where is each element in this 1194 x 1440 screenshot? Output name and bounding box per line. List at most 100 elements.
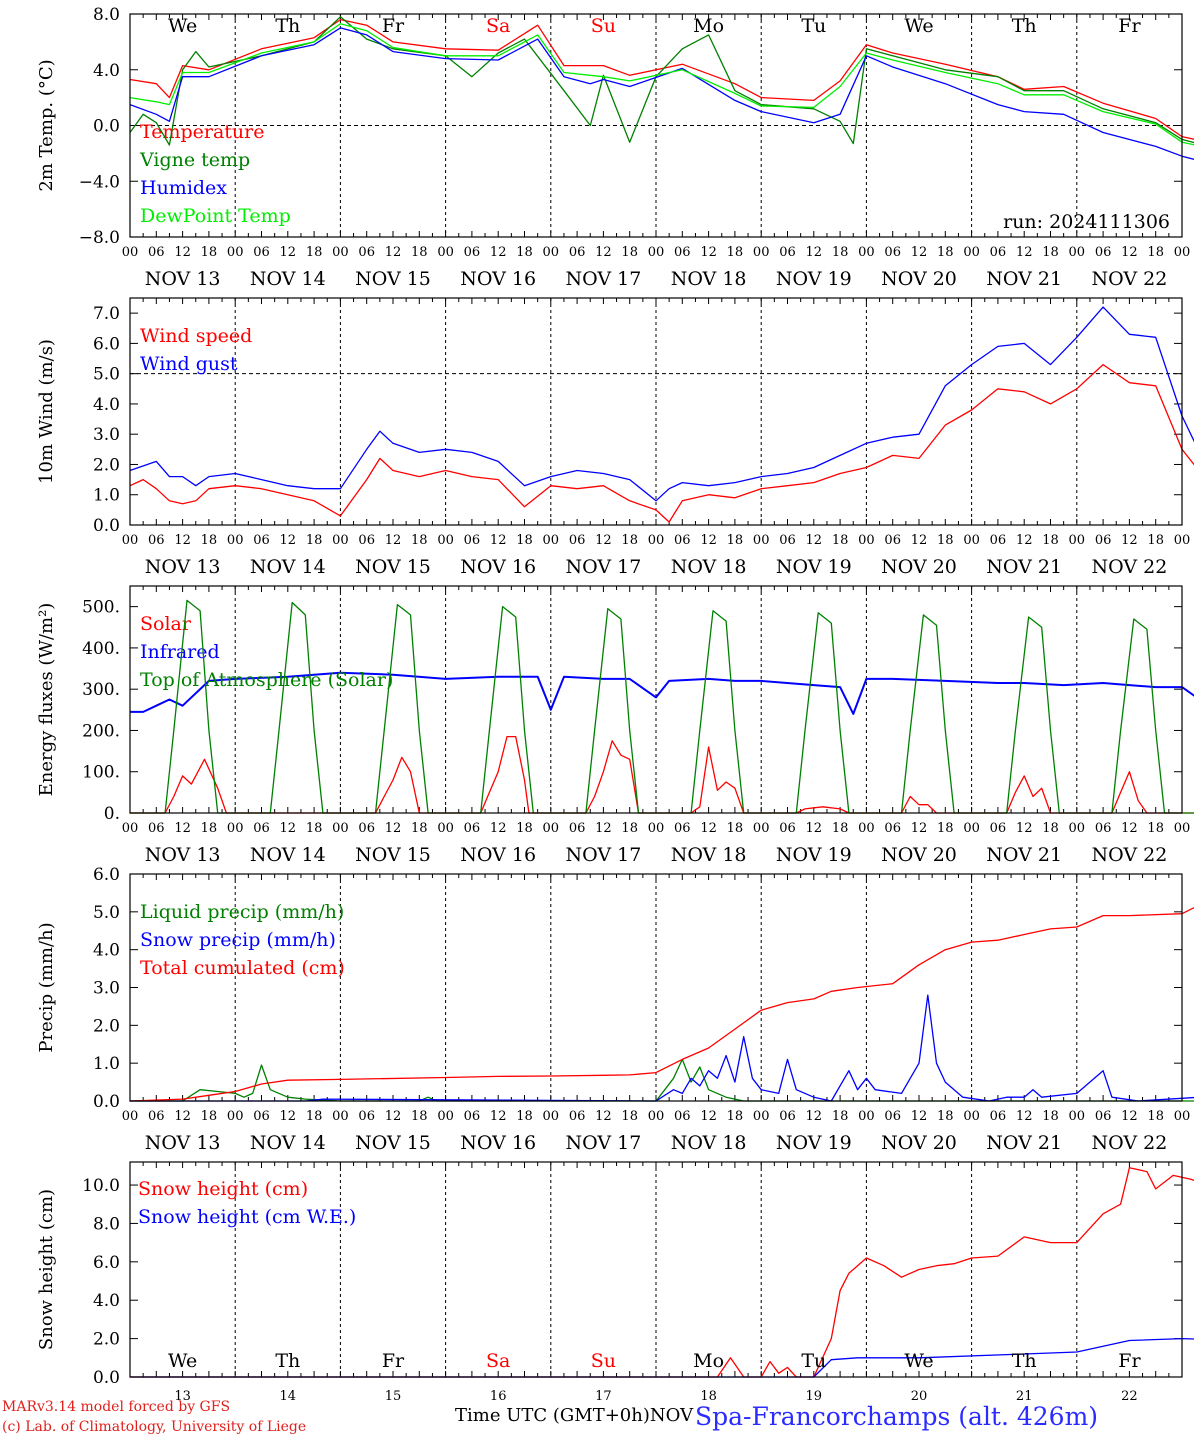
day-number-label: 22 [1121,1389,1138,1404]
hour-tick-label: 12 [174,245,191,260]
day-number-label: 18 [700,1389,717,1404]
hour-tick-label: 00 [963,533,980,548]
y-tick-label: 2.0 [93,455,120,475]
weekday-label: Fr [382,15,405,37]
y-tick-label: 6.0 [93,1253,120,1273]
legend-entry: Snow height (cm W.E.) [138,1206,356,1228]
hour-tick-label: 12 [911,1109,928,1124]
y-tick-label: 1.0 [93,1054,120,1074]
series-line-infrared [130,671,1194,715]
hour-tick-label: 00 [122,245,139,260]
hour-tick-label: 12 [280,1109,297,1124]
hour-tick-label: 00 [648,821,665,836]
hour-tick-label: 00 [543,245,560,260]
y-tick-label: 0. [104,804,120,824]
y-tick-label: 8.0 [93,5,120,25]
day-number-label: 14 [280,1389,297,1404]
hour-tick-label: 06 [990,1109,1007,1124]
hour-tick-label: 18 [411,821,428,836]
hour-tick-label: 18 [306,821,323,836]
hour-tick-label: 00 [332,245,349,260]
hour-tick-label: 18 [832,1109,849,1124]
y-tick-label: 5.0 [93,903,120,923]
date-label: NOV 15 [355,844,431,866]
day-number-label: 21 [1016,1389,1033,1404]
hour-tick-label: 06 [884,821,901,836]
hour-tick-label: 18 [937,821,954,836]
hour-tick-label: 06 [990,245,1007,260]
date-label: NOV 21 [986,844,1062,866]
hour-tick-label: 12 [280,533,297,548]
hour-tick-label: 06 [358,533,375,548]
hour-tick-label: 06 [674,1109,691,1124]
date-label: NOV 19 [776,556,852,578]
hour-tick-label: 00 [122,1109,139,1124]
date-label: NOV 19 [776,268,852,290]
date-label: NOV 18 [671,556,747,578]
plot-frame [129,585,1183,814]
hour-tick-label: 00 [227,821,244,836]
hour-tick-label: 18 [306,1109,323,1124]
hour-tick-label: 18 [1147,821,1164,836]
plot-frame [129,873,1183,1102]
hour-tick-label: 00 [227,245,244,260]
weekday-label: Fr [1118,15,1141,37]
legend-entry: Wind speed [140,325,252,347]
hour-tick-label: 00 [648,1109,665,1124]
hour-tick-label: 12 [1016,1109,1033,1124]
date-label: NOV 14 [250,556,326,578]
date-label: NOV 13 [145,1132,221,1154]
weekday-label: Fr [382,1350,405,1372]
hour-tick-label: 00 [858,245,875,260]
hour-tick-label: 00 [543,1109,560,1124]
date-label: NOV 20 [881,1132,957,1154]
hour-tick-label: 18 [1147,245,1164,260]
hour-tick-label: 18 [621,533,638,548]
date-label: NOV 16 [460,268,536,290]
y-tick-label: 4.0 [93,395,120,415]
hour-tick-label: 06 [358,1109,375,1124]
y-tick-label: −4.0 [79,172,120,192]
month-label: NOV [649,1405,694,1426]
series-line-wind-speed [129,363,1194,523]
hour-tick-label: 06 [569,533,586,548]
hour-tick-label: 06 [358,245,375,260]
weekday-label: Tu [801,1350,826,1372]
weekday-label: We [168,15,197,37]
hour-tick-label: 18 [937,245,954,260]
y-tick-label: 10.0 [82,1176,120,1196]
hour-tick-label: 06 [148,1109,165,1124]
hour-tick-label: 06 [674,821,691,836]
hour-tick-label: 06 [1095,1109,1112,1124]
date-label: NOV 22 [1091,268,1167,290]
hour-tick-label: 00 [122,821,139,836]
day-number-label: 19 [806,1389,823,1404]
y-tick-label: 8.0 [93,1214,120,1234]
date-label: NOV 13 [145,844,221,866]
hour-tick-label: 12 [595,821,612,836]
weekday-label: Su [591,1350,616,1372]
hour-tick-label: 06 [884,533,901,548]
date-label: NOV 19 [776,844,852,866]
date-label: NOV 14 [250,844,326,866]
date-label: NOV 22 [1091,844,1167,866]
hour-tick-label: 12 [595,245,612,260]
hour-tick-label: 12 [174,1109,191,1124]
hour-tick-label: 00 [648,245,665,260]
y-tick-label: 2.0 [93,1330,120,1350]
hour-tick-label: 00 [858,1109,875,1124]
date-label: NOV 20 [881,268,957,290]
series-line-snow-height-cm-w-e- [130,1337,1194,1378]
y-tick-label: 6.0 [93,865,120,885]
y-tick-label: 3.0 [93,979,120,999]
hour-tick-label: 06 [253,533,270,548]
hour-tick-label: 00 [227,533,244,548]
y-tick-label: 0.0 [93,1092,120,1112]
legend-entry: Liquid precip (mm/h) [140,901,344,923]
hour-tick-label: 18 [516,1109,533,1124]
legend-entry: DewPoint Temp [140,205,291,227]
hour-tick-label: 06 [779,245,796,260]
date-label: NOV 13 [145,268,221,290]
hour-tick-label: 06 [990,533,1007,548]
series-line-top-of-atmosphere-solar- [130,599,1194,814]
